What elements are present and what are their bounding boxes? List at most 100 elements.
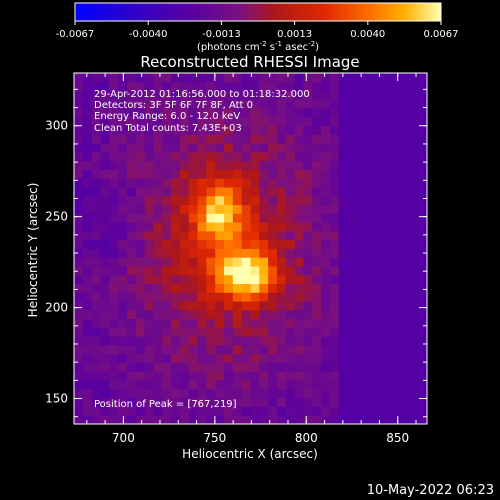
heatmap-cell [418, 257, 428, 267]
heatmap-cell [82, 125, 93, 135]
heatmap-cell [329, 353, 340, 363]
heatmap-cell [206, 178, 216, 188]
heatmap-cell [303, 257, 313, 267]
heatmap-cell [135, 230, 145, 241]
heatmap-cell [312, 73, 322, 83]
heatmap-cell [206, 213, 216, 223]
heatmap-cell [312, 415, 322, 425]
heatmap-cell [188, 195, 198, 206]
heatmap-cell [365, 266, 375, 276]
heatmap-cell [409, 380, 419, 390]
heatmap-cell [91, 160, 101, 170]
heatmap-cell [285, 274, 296, 284]
heatmap-cell [144, 134, 154, 144]
heatmap-cell [171, 108, 181, 118]
heatmap-cell [312, 195, 322, 206]
heatmap-cell [365, 248, 375, 258]
heatmap-cell [250, 204, 260, 214]
heatmap-cell [285, 239, 296, 249]
heatmap-cell [118, 406, 128, 416]
heatmap-cell [276, 248, 287, 258]
heatmap-cell [338, 318, 348, 328]
heatmap-cell [179, 187, 190, 197]
heatmap-cell [162, 380, 172, 390]
heatmap-cell [100, 397, 110, 407]
heatmap-cell [206, 81, 216, 91]
heatmap-cell [162, 362, 172, 372]
heatmap-cell [391, 116, 401, 127]
heatmap-cell [321, 318, 331, 328]
heatmap-cell [391, 222, 401, 232]
heatmap-cell [100, 257, 110, 267]
heatmap-cell [294, 230, 304, 241]
heatmap-cell [303, 222, 313, 232]
heatmap-cell [188, 81, 198, 91]
heatmap-cell [224, 195, 234, 206]
heatmap-cell [179, 318, 190, 328]
heatmap-cell [409, 336, 419, 346]
heatmap-cell [391, 327, 401, 337]
heatmap-cell [382, 134, 393, 144]
heatmap-cell [171, 380, 181, 390]
heatmap-cell [126, 222, 137, 232]
heatmap-cell [135, 143, 145, 153]
heatmap-cell [321, 353, 331, 363]
heatmap-cell [365, 274, 375, 284]
heatmap-cell [418, 309, 428, 320]
heatmap-cell [179, 178, 190, 188]
heatmap-cell [365, 239, 375, 249]
heatmap-cell [179, 73, 190, 83]
heatmap-cell [250, 309, 260, 320]
heatmap-cell [250, 187, 260, 197]
heatmap-cell [276, 371, 287, 381]
heatmap-cell [365, 371, 375, 381]
heatmap-cell [356, 187, 366, 197]
heatmap-cell [303, 81, 313, 91]
heatmap-cell [206, 116, 216, 127]
heatmap-cell [347, 327, 357, 337]
heatmap-cell [259, 257, 269, 267]
heatmap-cell [321, 397, 331, 407]
heatmap-cell [418, 160, 428, 170]
heatmap-cell [144, 143, 154, 153]
heatmap-cell [241, 362, 251, 372]
heatmap-cell [418, 274, 428, 284]
colorbar-tick-label: -0.0040 [129, 29, 168, 40]
heatmap-cell [268, 248, 278, 258]
heatmap-cell [100, 388, 110, 399]
heatmap-cell [268, 388, 278, 399]
heatmap-cell [241, 151, 251, 162]
heatmap-cell [374, 143, 384, 153]
heatmap-cell [409, 108, 419, 118]
heatmap-cell [118, 380, 128, 390]
heatmap-cell [400, 292, 410, 302]
heatmap-cell [374, 125, 384, 135]
heatmap-cell [276, 345, 287, 355]
heatmap-cell [135, 116, 145, 127]
heatmap-cell [259, 292, 269, 302]
heatmap-cell [409, 257, 419, 267]
heatmap-cell [197, 99, 207, 109]
heatmap-cell [162, 230, 172, 241]
heatmap-cell [126, 134, 137, 144]
heatmap-cell [347, 151, 357, 162]
heatmap-cell [206, 274, 216, 284]
heatmap-cell [241, 248, 251, 258]
heatmap-cell [224, 336, 234, 346]
heatmap-cell [250, 362, 260, 372]
heatmap-cell [356, 371, 366, 381]
heatmap-cell [294, 336, 304, 346]
heatmap-cell [241, 380, 251, 390]
heatmap-cell [118, 327, 128, 337]
heatmap-cell [382, 213, 393, 223]
heatmap-cell [135, 99, 145, 109]
heatmap-cell [382, 125, 393, 135]
heatmap-cell [82, 415, 93, 425]
heatmap-cell [197, 283, 207, 293]
heatmap-cell [232, 318, 243, 328]
heatmap-cell [391, 353, 401, 363]
heatmap-cell [321, 213, 331, 223]
heatmap-cell [144, 116, 154, 127]
heatmap-cell [321, 160, 331, 170]
heatmap-cell [338, 266, 348, 276]
